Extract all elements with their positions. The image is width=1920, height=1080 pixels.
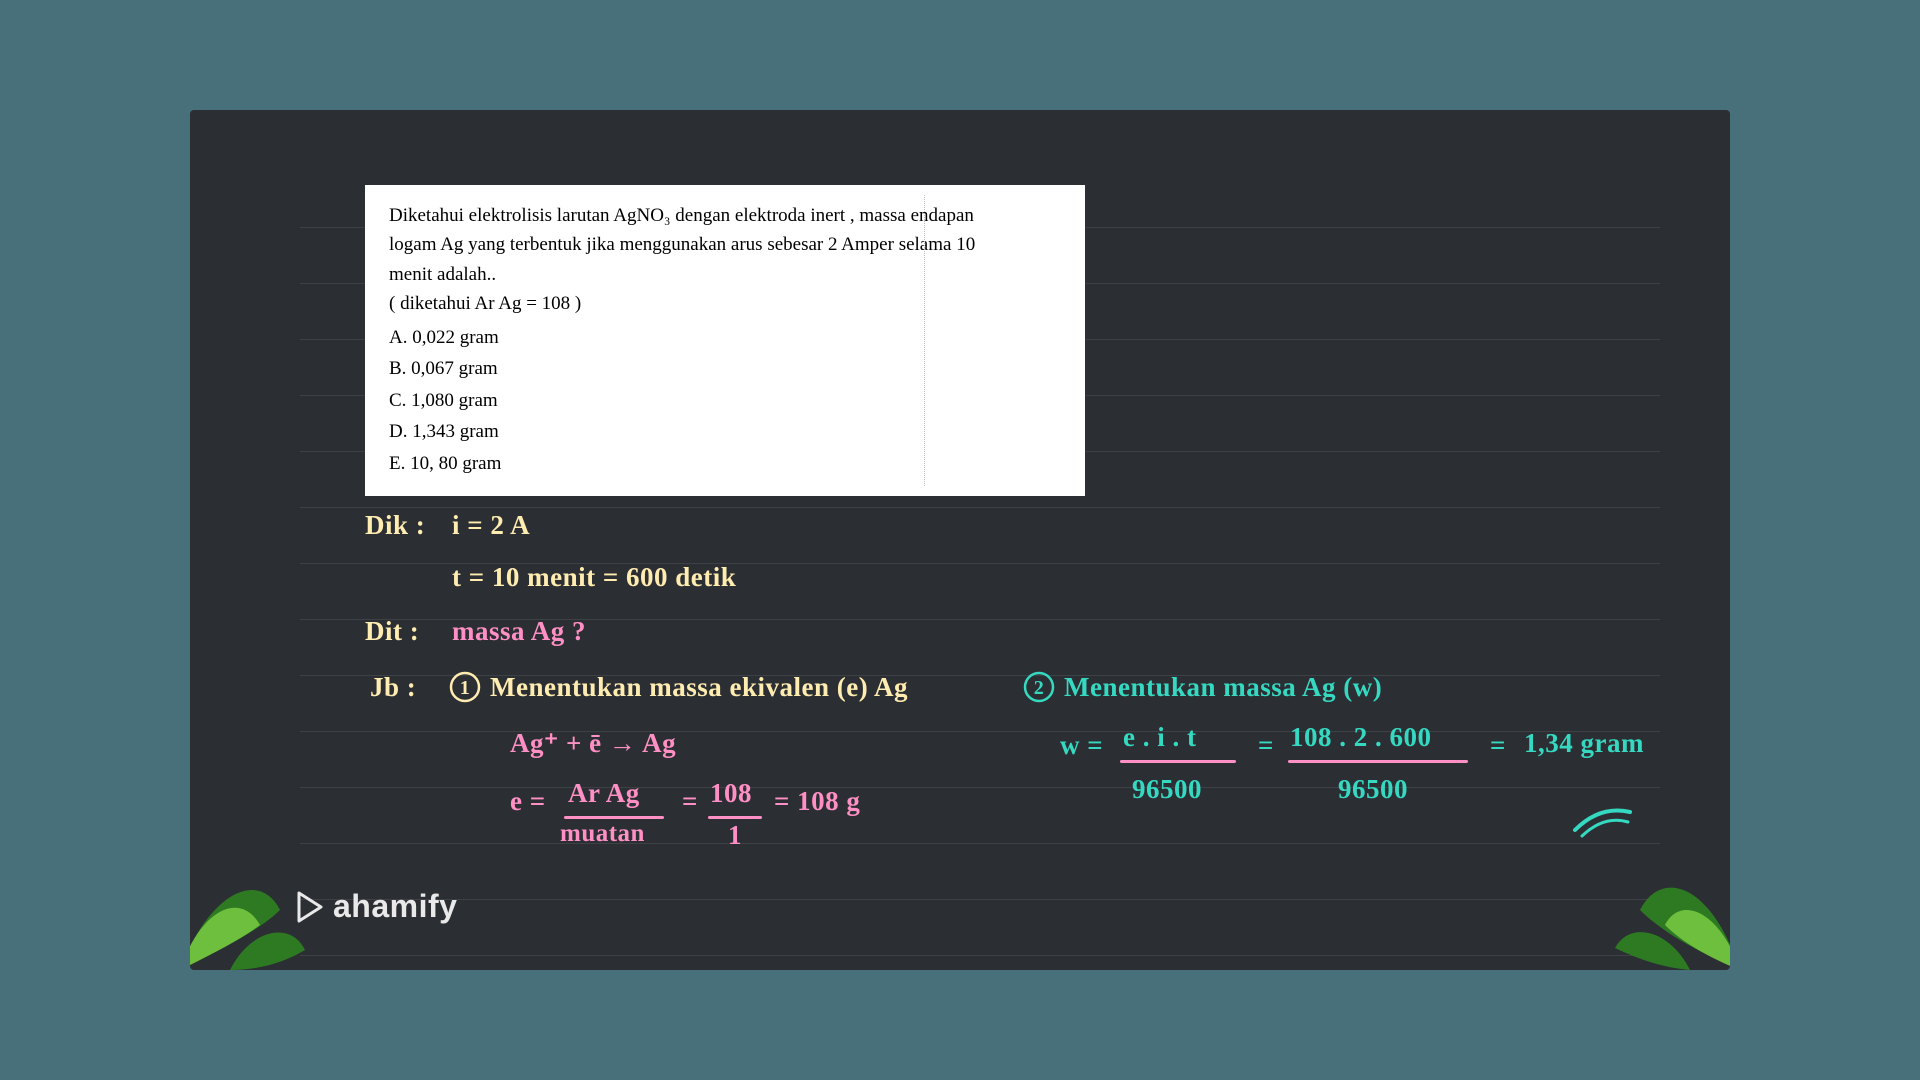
dit-value: massa Ag ? (452, 616, 586, 647)
flourish-icon (1570, 800, 1640, 847)
step1-circle-icon: 1 (448, 670, 482, 711)
step2-circle-icon: 2 (1022, 670, 1056, 711)
problem-card: Diketahui elektrolisis larutan AgNO₃ den… (365, 185, 1085, 496)
problem-line-1: Diketahui elektrolisis larutan AgNO₃ den… (389, 201, 1061, 230)
svg-text:1: 1 (460, 677, 471, 699)
option-c: C. 1,080 gram (389, 386, 1061, 415)
step2-w-numerator: e . i . t (1123, 722, 1196, 753)
step1-equation: Ag⁺ + ē → Ag (510, 728, 676, 759)
step1-e-lhs: e = (510, 786, 546, 817)
option-d: D. 1,343 gram (389, 417, 1061, 446)
step2-w-denominator2: 96500 (1338, 774, 1408, 805)
step1-e-numerator: Ar Ag (568, 778, 640, 809)
step1-e-denominator2: 1 (728, 820, 742, 851)
fraction-line-icon (1288, 760, 1468, 763)
step1-title: Menentukan massa ekivalen (e) Ag (490, 672, 908, 703)
logo-text: ahamify (333, 888, 457, 925)
play-outline-icon (295, 890, 325, 924)
dik-label: Dik : (365, 510, 425, 541)
jb-label: Jb : (370, 672, 416, 703)
fraction-line-icon (1120, 760, 1236, 763)
option-e: E. 10, 80 gram (389, 449, 1061, 478)
t-equation: t = 10 menit = 600 detik (452, 562, 736, 593)
fraction-line-icon (708, 816, 762, 819)
option-b: B. 0,067 gram (389, 354, 1061, 383)
step2-title: Menentukan massa Ag (w) (1064, 672, 1382, 703)
chalkboard: Diketahui elektrolisis larutan AgNO₃ den… (190, 110, 1730, 970)
step2-w-denominator: 96500 (1132, 774, 1202, 805)
step1-e-eq: = (682, 786, 698, 817)
i-equation: i = 2 A (452, 510, 530, 541)
problem-line-4: ( diketahui Ar Ag = 108 ) (389, 289, 1061, 318)
pahamify-logo: ahamify (295, 888, 457, 925)
step2-w-lhs: w = (1060, 730, 1103, 761)
step2-w-eq: = (1258, 730, 1274, 761)
problem-options: A. 0,022 gram B. 0,067 gram C. 1,080 gra… (389, 323, 1061, 478)
option-a: A. 0,022 gram (389, 323, 1061, 352)
step2-w-eq2: = (1490, 730, 1506, 761)
step2-w-result: 1,34 gram (1524, 728, 1644, 759)
svg-text:2: 2 (1034, 677, 1045, 699)
fraction-line-icon (564, 816, 664, 819)
step1-e-denominator: muatan (560, 820, 645, 848)
problem-line-3: menit adalah.. (389, 260, 1061, 289)
step2-w-numerator2: 108 . 2 . 600 (1290, 722, 1432, 753)
step1-e-numerator2: 108 (710, 778, 752, 809)
step1-e-result: = 108 g (774, 786, 860, 817)
card-divider (924, 195, 925, 486)
dit-label: Dit : (365, 616, 419, 647)
problem-line-2: logam Ag yang terbentuk jika menggunakan… (389, 230, 1061, 259)
